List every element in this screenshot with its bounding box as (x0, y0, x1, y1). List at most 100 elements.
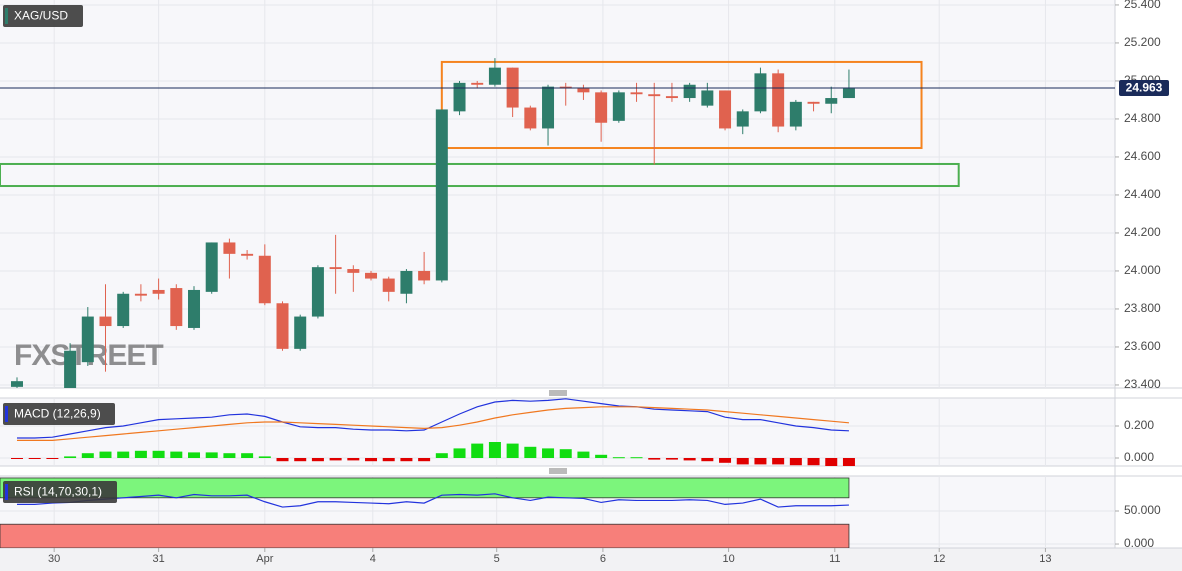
histogram-bar (524, 446, 537, 458)
histogram-bar (825, 458, 838, 466)
candle-body (648, 94, 661, 97)
y-tick-label: 23.800 (1124, 301, 1161, 315)
candle-body (471, 82, 484, 85)
candle-body (134, 293, 147, 296)
indicator-label-box (3, 481, 117, 503)
y-tick-label: 24.800 (1124, 111, 1161, 125)
histogram-bar (117, 451, 130, 458)
rsi-band (0, 477, 850, 499)
histogram-bar (134, 450, 147, 458)
candle-body (294, 316, 307, 349)
candle-body (807, 101, 820, 104)
histogram-bar (648, 458, 661, 460)
candle-body (736, 111, 749, 127)
candle-body (223, 242, 236, 254)
candle-body (329, 267, 342, 270)
indicator-label-box (3, 5, 83, 27)
histogram-bar (418, 458, 431, 462)
y-tick-label: 24.600 (1124, 149, 1161, 163)
candle-body (170, 288, 183, 327)
candle-body (701, 90, 714, 106)
y-tick-label: 23.400 (1124, 377, 1161, 391)
histogram-bar (754, 458, 767, 465)
candle-body (488, 67, 501, 85)
last-price-label: 24.963 (1126, 81, 1163, 95)
x-tick-label: 5 (494, 553, 500, 565)
zone (0, 162, 960, 188)
x-tick-label: 30 (48, 553, 60, 565)
candle-body (453, 82, 466, 112)
histogram-bar (435, 453, 448, 458)
x-tick-label: 13 (1039, 553, 1051, 565)
histogram-bar (258, 456, 271, 458)
x-tick-label: 12 (933, 553, 945, 565)
histogram-bar (807, 458, 820, 466)
candle-body (81, 316, 94, 363)
resize-handle[interactable] (549, 390, 567, 396)
date-axis (0, 548, 1182, 571)
indicator-line (16, 406, 850, 441)
histogram-bar (329, 458, 342, 461)
histogram-bar (241, 453, 254, 458)
candle-body (789, 101, 802, 127)
macd-plot (0, 398, 1115, 466)
x-tick-label: 31 (152, 553, 164, 565)
candle-body (418, 270, 431, 281)
histogram-bar (471, 443, 484, 458)
histogram-bar (81, 453, 94, 458)
histogram-bar (453, 448, 466, 458)
candle-body (276, 303, 289, 349)
y-tick-label: 0.200 (1124, 418, 1154, 432)
x-tick-label: Apr (256, 553, 273, 565)
rsi-band (0, 523, 850, 548)
histogram-bar (400, 458, 413, 462)
candle-body (99, 316, 112, 327)
candle-body (842, 88, 855, 99)
zone (440, 60, 923, 150)
candle-body (435, 109, 448, 281)
overlay: 23.400 23.600 23.800 24.000 24.200 24.400 24.6… (0, 0, 1169, 565)
histogram-bar (506, 443, 519, 458)
y-tick-label: 23.600 (1124, 339, 1161, 353)
y-tick-label: 25.400 (1124, 0, 1161, 11)
candle-body (754, 73, 767, 112)
histogram-bar (10, 458, 23, 459)
candle-body (524, 107, 537, 129)
histogram-bar (170, 451, 183, 458)
y-tick-label: 24.000 (1124, 263, 1161, 277)
histogram-bar (46, 458, 59, 459)
histogram-bar (223, 453, 236, 458)
histogram-bar (665, 458, 678, 460)
candle-body (612, 92, 625, 121)
candle-body (205, 242, 218, 292)
indicator-label-box (3, 403, 115, 425)
histogram-bar (382, 458, 395, 462)
candle-body (365, 272, 378, 279)
histogram-bar (683, 458, 696, 461)
candle-body (382, 278, 395, 292)
candle-body (241, 253, 254, 256)
resize-handle[interactable] (549, 468, 567, 474)
histogram-bar (205, 452, 218, 458)
candle-body (64, 350, 77, 388)
x-tick-label: 10 (722, 553, 734, 565)
histogram-bar (365, 458, 378, 462)
candle-body (577, 88, 590, 93)
candle-body (347, 269, 360, 273)
histogram-bar (577, 451, 590, 458)
rsi-plot (0, 476, 1115, 548)
y-tick-label: 25.200 (1124, 35, 1161, 49)
y-tick-label: 0.000 (1124, 450, 1154, 464)
indicator-label-marker (5, 8, 8, 24)
y-tick-label: 24.200 (1124, 225, 1161, 239)
macd-panel (0, 398, 1115, 466)
indicator-label-marker (5, 406, 8, 422)
histogram-bar (595, 454, 608, 458)
histogram-bar (630, 457, 643, 459)
y-tick-label: 24.400 (1124, 187, 1161, 201)
histogram-bar (188, 452, 201, 458)
histogram-bar (719, 458, 732, 463)
x-tick-label: 6 (600, 553, 606, 565)
main-panel (0, 0, 1115, 388)
